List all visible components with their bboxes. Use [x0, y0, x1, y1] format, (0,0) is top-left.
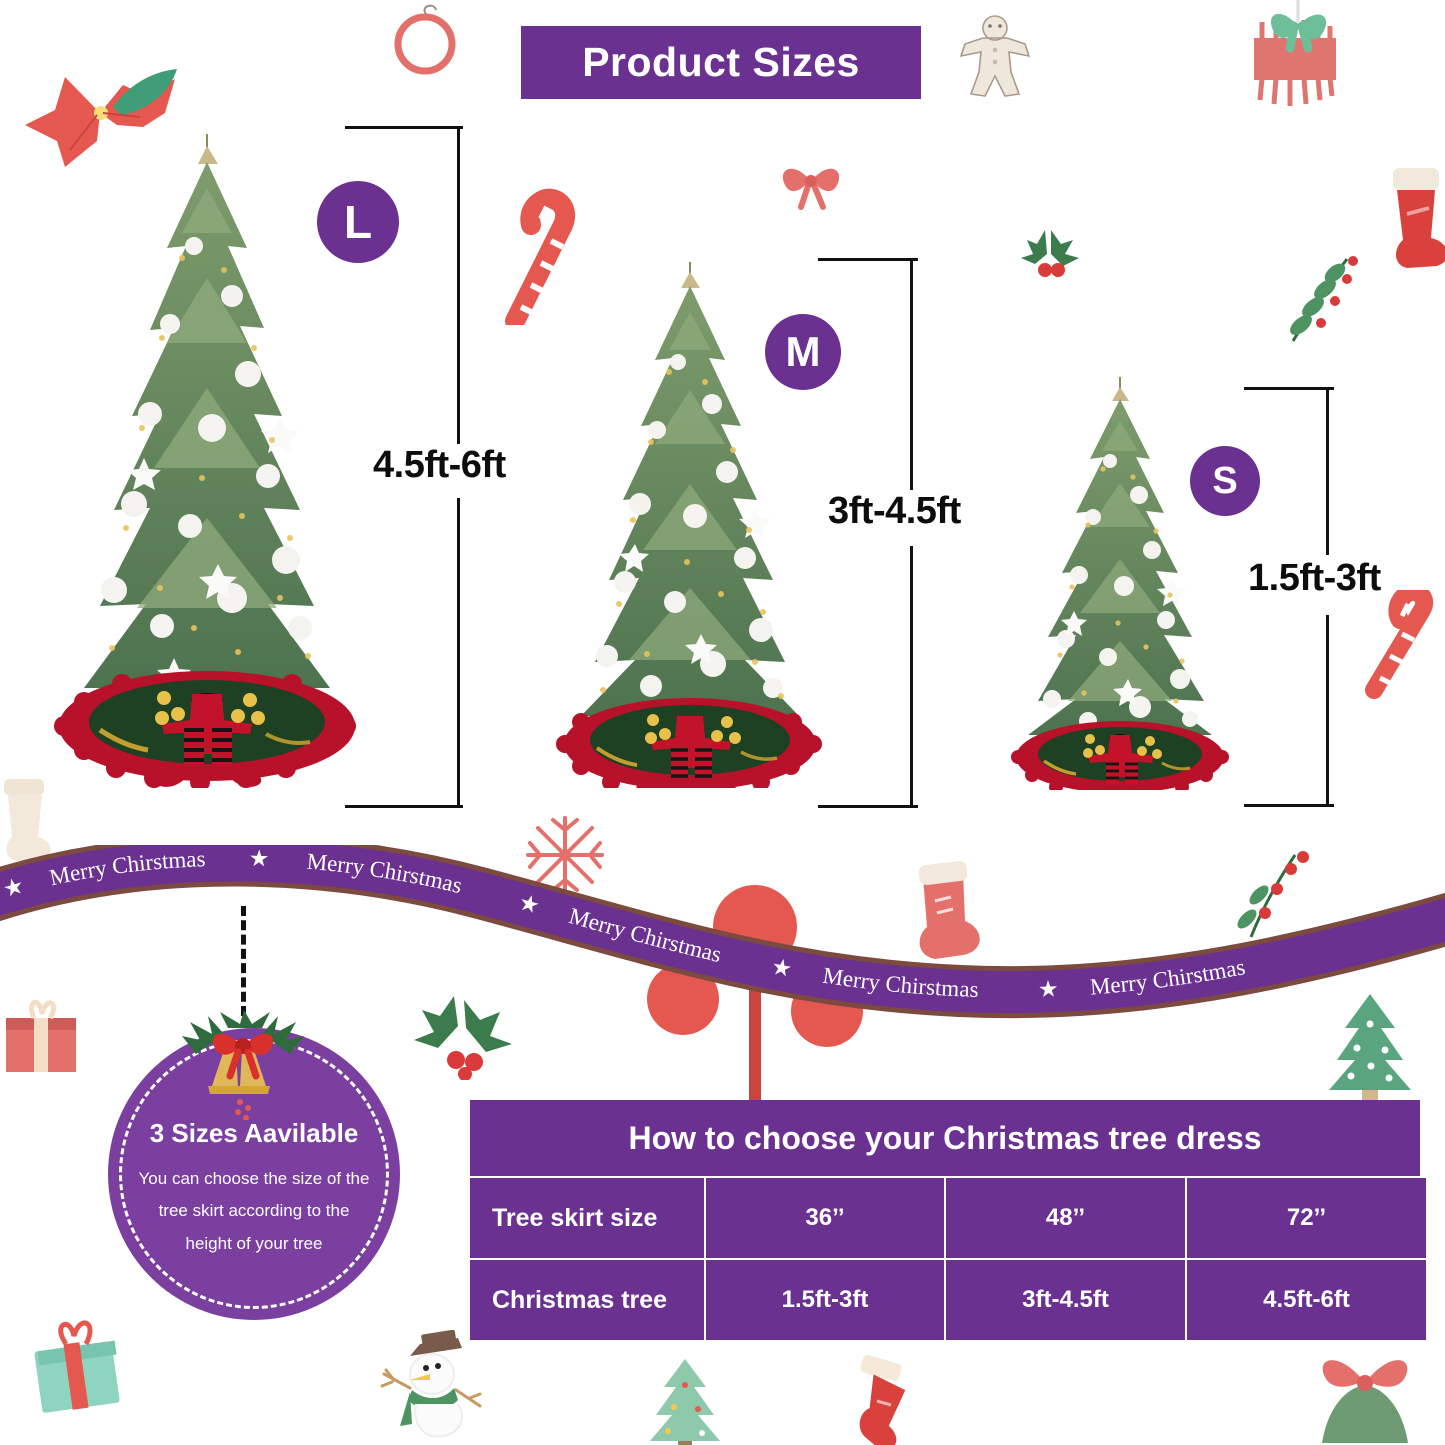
stocking-icon [1385, 160, 1445, 280]
table-cell: 1.5ft-3ft [706, 1260, 944, 1340]
table-row-header: Tree skirt size [470, 1178, 704, 1258]
size-badge-small-letter: S [1212, 460, 1238, 502]
gingerbread-man-icon [955, 10, 1035, 100]
bauble-icon [390, 2, 460, 80]
holly-icon [410, 990, 520, 1080]
table-row-header: Christmas tree [470, 1260, 704, 1340]
dimension-line-medium: 3ft-4.5ft [818, 258, 961, 808]
snowflake-icon [520, 810, 610, 900]
ribbon-star-2: ★ [248, 846, 269, 872]
dimension-line-small: 1.5ft-3ft [1244, 387, 1381, 807]
size-badge-medium: M [765, 314, 841, 390]
tree-skirt-small [1011, 721, 1229, 790]
dimension-line-large: 4.5ft-6ft [345, 126, 506, 808]
table-cell: 3ft-4.5ft [946, 1260, 1185, 1340]
dashed-connector [241, 906, 246, 1016]
bells-bow-icon [178, 1010, 308, 1121]
page-title: Product Sizes [582, 39, 860, 85]
size-badge-medium-letter: M [785, 328, 821, 375]
size-badge-large: L [317, 181, 399, 263]
ribbon-star-4: ★ [769, 954, 794, 982]
dimension-label-medium: 3ft-4.5ft [828, 490, 961, 532]
callout-title: 3 Sizes Aavilable [149, 1118, 359, 1149]
gift-icon [0, 990, 85, 1080]
present-icon [22, 1310, 132, 1420]
christmas-tree-icon [640, 1355, 730, 1445]
tree-skirt-medium [556, 698, 822, 788]
stocking-icon [855, 1355, 925, 1445]
table-title: How to choose your Christmas tree dress [470, 1100, 1420, 1176]
bauble-icon [1360, 590, 1445, 700]
table-grid: Tree skirt size 36’’ 48’’ 72’’ Christmas… [470, 1178, 1426, 1340]
tree-image-medium [545, 258, 835, 788]
stocking-icon [905, 855, 990, 970]
stocking-icon [0, 775, 60, 865]
page-title-banner: Product Sizes [521, 26, 921, 99]
mistletoe-icon [1275, 245, 1365, 345]
tree-image-small [1000, 375, 1240, 790]
holly-icon [1015, 222, 1085, 287]
bow-icon [775, 155, 845, 215]
candy-cane-icon [485, 185, 590, 325]
ribbon-star-5: ★ [1038, 976, 1059, 1002]
dimension-label-large: 4.5ft-6ft [373, 444, 506, 486]
dimension-label-small: 1.5ft-3ft [1248, 557, 1381, 599]
table-cell: 72’’ [1187, 1178, 1426, 1258]
poinsettia-icon [25, 55, 185, 170]
callout-line-3: height of your tree [185, 1233, 323, 1253]
tree-image-large [42, 128, 372, 788]
bell-icon [1300, 1345, 1430, 1445]
callout-line-1: You can choose the size of the [138, 1169, 370, 1189]
size-badge-large-letter: L [343, 196, 373, 248]
pinata-icon [1240, 0, 1350, 140]
size-badge-small: S [1190, 446, 1260, 516]
berries-icon [1225, 845, 1315, 945]
table-cell: 4.5ft-6ft [1187, 1260, 1426, 1340]
merry-christmas-ribbon: Merry Chirstmas ★ ★ Merry Chirstmas ★ Me… [0, 845, 1445, 1045]
size-chart-table: How to choose your Christmas tree dress … [470, 1100, 1426, 1340]
snowman-icon [370, 1330, 490, 1445]
tree-skirt-large [54, 671, 356, 788]
table-cell: 36’’ [706, 1178, 944, 1258]
table-cell: 48’’ [946, 1178, 1185, 1258]
callout-line-2: tree skirt according to the [158, 1201, 350, 1221]
